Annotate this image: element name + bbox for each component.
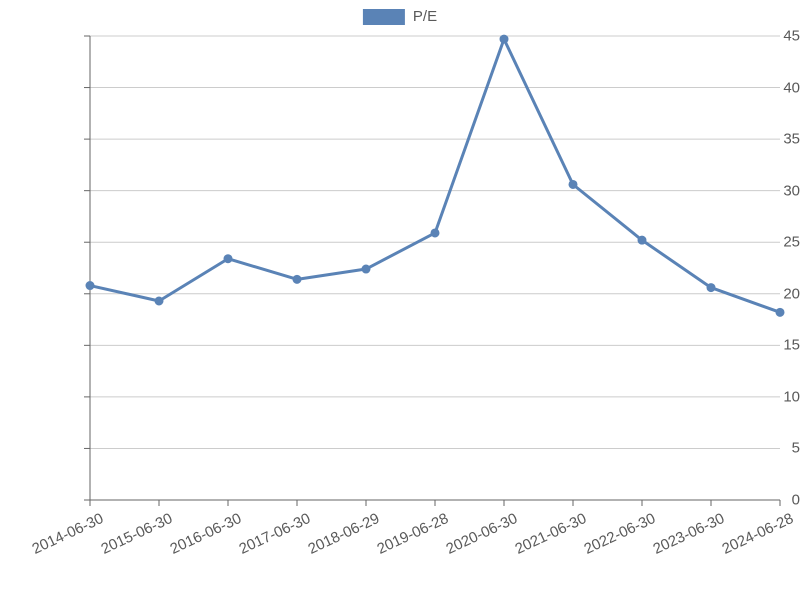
chart-legend: P/E — [363, 8, 437, 25]
y-tick-label: 5 — [722, 440, 800, 457]
chart-canvas — [0, 0, 800, 600]
y-tick-label: 40 — [722, 79, 800, 96]
y-tick-label: 25 — [722, 234, 800, 251]
legend-swatch — [363, 9, 405, 25]
y-tick-label: 15 — [722, 337, 800, 354]
legend-label: P/E — [413, 8, 437, 25]
y-tick-label: 0 — [722, 492, 800, 509]
y-tick-label: 20 — [722, 285, 800, 302]
y-tick-label: 10 — [722, 388, 800, 405]
y-tick-label: 35 — [722, 131, 800, 148]
y-tick-label: 45 — [722, 28, 800, 45]
y-tick-label: 30 — [722, 182, 800, 199]
pe-line-chart: P/E 051015202530354045 2014-06-302015-06… — [0, 0, 800, 600]
